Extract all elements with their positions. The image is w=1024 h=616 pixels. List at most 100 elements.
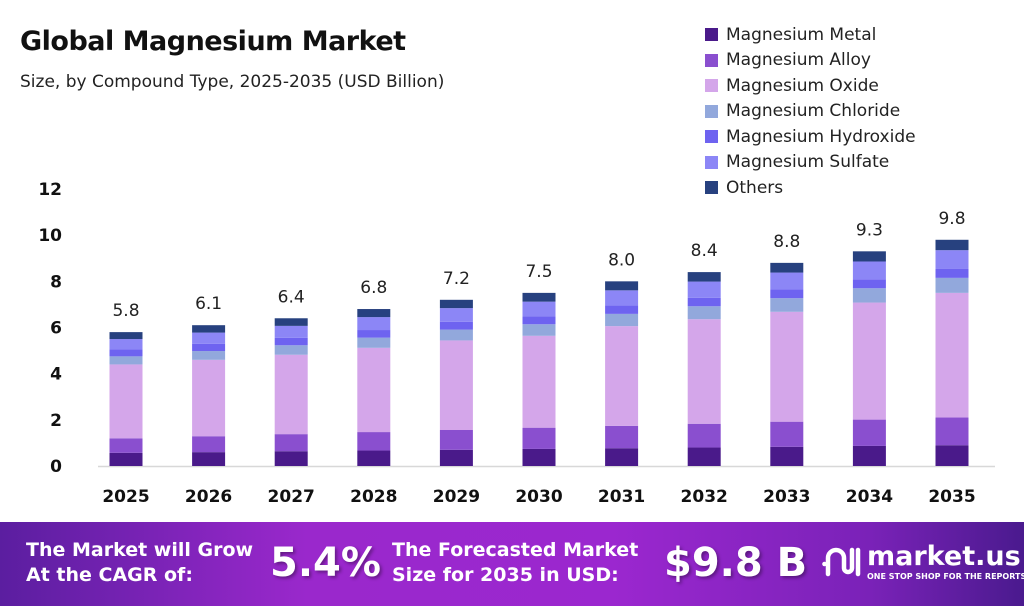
bar-segment xyxy=(274,318,308,326)
bar-segment xyxy=(687,272,721,282)
summary-banner: The Market will Grow At the CAGR of: 5.4… xyxy=(0,522,1024,606)
bar-segment xyxy=(522,335,556,428)
bar-segment xyxy=(357,432,391,451)
bar-segment xyxy=(852,279,886,289)
y-tick-label: 8 xyxy=(50,272,62,292)
bar-segment xyxy=(687,281,721,298)
legend-item: Magnesium Metal xyxy=(705,22,916,48)
bar-segment xyxy=(192,351,226,360)
bar-segment xyxy=(439,449,473,466)
data-label: 6.8 xyxy=(360,278,387,298)
logo-name: market.us xyxy=(867,541,1021,572)
bar-segment xyxy=(109,438,143,453)
logo-icon xyxy=(822,547,861,577)
bar-segment xyxy=(770,446,804,466)
data-label: 5.8 xyxy=(112,301,139,321)
cagr-label-line2: At the CAGR of: xyxy=(26,564,193,586)
bar-segment xyxy=(522,316,556,325)
bar-segment xyxy=(935,417,969,446)
legend-label: Magnesium Chloride xyxy=(726,101,901,122)
bar-segment xyxy=(852,445,886,466)
bar-segment xyxy=(770,421,804,447)
bar-segment xyxy=(192,359,226,437)
x-tick-label: 2031 xyxy=(598,487,645,507)
bar-segment xyxy=(109,339,143,350)
forecast-value: $9.8 B xyxy=(664,540,808,586)
bar-segment xyxy=(770,262,804,273)
bar-segment xyxy=(687,423,721,448)
x-tick-label: 2032 xyxy=(681,487,728,507)
bar-segment xyxy=(935,292,969,418)
x-tick-label: 2035 xyxy=(928,487,975,507)
bar-segment xyxy=(109,452,143,466)
x-tick-label: 2033 xyxy=(763,487,810,507)
x-tick-label: 2025 xyxy=(102,487,149,507)
bar-segment xyxy=(935,268,969,278)
bar-segment xyxy=(109,332,143,340)
bar-segment xyxy=(852,251,886,262)
bar-segment xyxy=(192,343,226,352)
data-label: 9.8 xyxy=(938,209,965,229)
bar-segment xyxy=(357,337,391,348)
bar-segment xyxy=(605,448,639,466)
bar-segment xyxy=(439,340,473,430)
bar-segment xyxy=(274,345,308,355)
bar-segment xyxy=(357,330,391,338)
data-label: 7.5 xyxy=(525,262,552,282)
legend: Magnesium Metal Magnesium Alloy Magnesium … xyxy=(705,22,916,201)
data-label: 8.4 xyxy=(691,241,718,261)
bar-segment xyxy=(852,261,886,280)
legend-item: Magnesium Sulfate xyxy=(705,150,916,176)
bar-segment xyxy=(605,281,639,291)
bar-segment xyxy=(852,302,886,420)
legend-label: Magnesium Sulfate xyxy=(726,152,890,173)
bar-segment xyxy=(522,427,556,449)
bar-segment xyxy=(605,425,639,449)
data-label: 7.2 xyxy=(443,269,470,289)
bar-segment xyxy=(274,337,308,346)
legend-swatch xyxy=(705,155,718,169)
legend-label: Magnesium Metal xyxy=(726,24,877,45)
legend-label: Magnesium Alloy xyxy=(726,50,871,71)
bar-segment xyxy=(522,324,556,336)
bar-segment xyxy=(605,305,639,314)
bar-segment xyxy=(522,292,556,302)
bar-segment xyxy=(687,306,721,320)
forecast-label-line2: Size for 2035 in USD: xyxy=(392,564,619,586)
cagr-label-line1: The Market will Grow xyxy=(26,539,254,561)
bar-segment xyxy=(605,313,639,327)
x-tick-label: 2027 xyxy=(268,487,315,507)
bar-segment xyxy=(687,447,721,466)
bar-segment xyxy=(357,309,391,318)
y-tick-label: 2 xyxy=(50,411,62,431)
x-tick-label: 2034 xyxy=(846,487,893,507)
bar-segment xyxy=(935,277,969,293)
bar-segment xyxy=(192,436,226,453)
x-tick-label: 2026 xyxy=(185,487,232,507)
bar-segment xyxy=(770,289,804,299)
legend-swatch xyxy=(705,79,718,93)
bar-segment xyxy=(109,356,143,365)
bar-segment xyxy=(852,419,886,446)
bar-segment xyxy=(687,319,721,424)
legend-swatch xyxy=(705,181,718,195)
bar-segment xyxy=(439,329,473,341)
legend-label: Magnesium Hydroxide xyxy=(726,126,916,147)
bar-segment xyxy=(852,288,886,303)
y-tick-label: 10 xyxy=(38,226,62,246)
bar-segment xyxy=(935,445,969,466)
y-tick-label: 0 xyxy=(50,457,62,477)
bar-segment xyxy=(770,298,804,312)
x-tick-label: 2029 xyxy=(433,487,480,507)
plot-area: 0 2 4 6 8 10 12 5.8 2025 6.1 2026 6.4 2027 6.8 2028 7.2… xyxy=(38,180,995,507)
legend-item: Magnesium Hydroxide xyxy=(705,124,916,150)
bar-segment xyxy=(192,332,226,344)
bar-segment xyxy=(770,272,804,290)
legend-item: Magnesium Alloy xyxy=(705,48,916,74)
x-tick-label: 2030 xyxy=(515,487,562,507)
bar-segment xyxy=(770,311,804,422)
logo-tagline: ONE STOP SHOP FOR THE REPORTS xyxy=(867,572,1024,581)
data-label: 8.8 xyxy=(773,232,800,252)
forecast-label-line1: The Forecasted Market xyxy=(392,539,639,561)
